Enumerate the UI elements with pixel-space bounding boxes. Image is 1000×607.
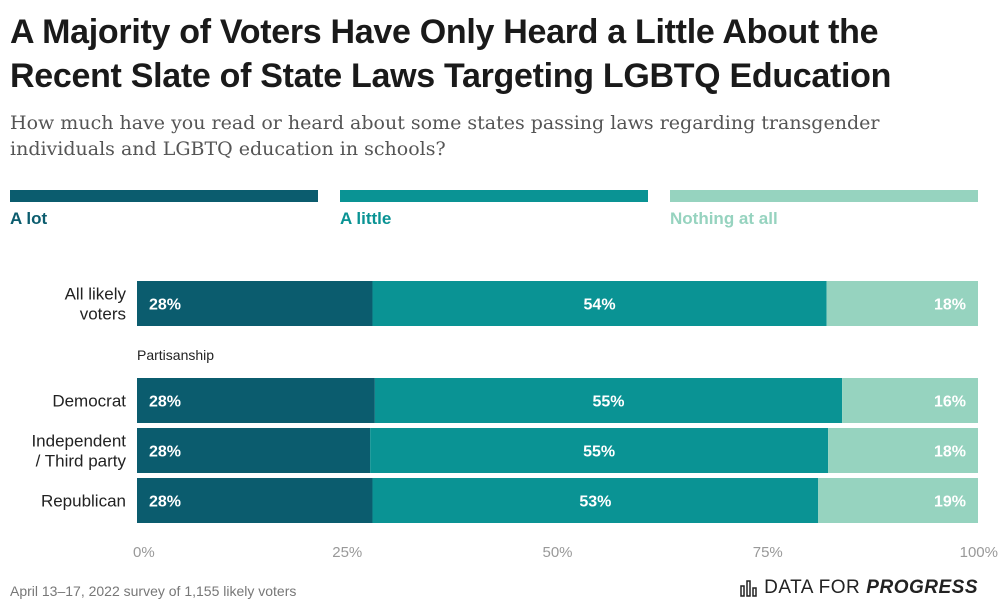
group-label-partisanship: Partisanship	[137, 347, 214, 363]
legend-item-a-little: A little	[340, 190, 648, 229]
category-label-republican: Republican	[41, 492, 126, 511]
bar-democrat-nothing-at-all	[842, 378, 978, 423]
category-label-democrat: Democrat	[52, 392, 126, 411]
legend-label-nothing: Nothing at all	[670, 209, 778, 228]
data-label-republican-a-lot: 28%	[149, 494, 181, 511]
data-label-democrat-nothing-at-all: 16%	[934, 394, 966, 411]
category-label-all-likely-voters-line-1: All likely	[65, 285, 127, 304]
chart-subtitle: How much have you read or heard about so…	[10, 112, 880, 160]
data-label-independent-third-party-a-lot: 28%	[149, 444, 181, 461]
survey-note: April 13–17, 2022 survey of 1,155 likely…	[10, 583, 297, 599]
data-label-independent-third-party-nothing-at-all: 18%	[934, 444, 966, 461]
legend-item-a-lot: A lot	[10, 190, 318, 229]
legend-swatch-a-lot	[10, 190, 318, 202]
bar-all-likely-voters-nothing-at-all	[826, 281, 978, 326]
bar-republican-a-lot	[137, 478, 373, 523]
legend: A lot A little Nothing at all	[0, 190, 1000, 230]
x-tick-label-50: 50%	[542, 544, 572, 561]
legend-label-a-little: A little	[340, 209, 392, 228]
data-label-all-likely-voters-nothing-at-all: 18%	[934, 297, 966, 314]
brand-text-data-for: DATA FOR	[764, 577, 861, 598]
data-label-republican-nothing-at-all: 19%	[934, 494, 966, 511]
x-tick-label-25: 25%	[332, 544, 362, 561]
data-label-democrat-a-little: 55%	[592, 394, 624, 411]
bar-democrat-a-little	[374, 378, 843, 423]
chart-title: A Majority of Voters Have Only Heard a L…	[10, 13, 892, 95]
category-label-all-likely-voters-line-2: voters	[80, 305, 126, 324]
bar-republican-nothing-at-all	[818, 478, 978, 523]
category-label-independent-third-party-line-1: Independent	[31, 432, 126, 451]
bar-chart-icon	[740, 580, 757, 597]
bar-independent-third-party-nothing-at-all	[828, 428, 978, 473]
bar-independent-third-party-a-lot	[137, 428, 371, 473]
brand-logo: DATA FOR PROGRESS	[740, 577, 978, 599]
legend-item-nothing: Nothing at all	[670, 190, 978, 229]
category-label-independent-third-party-line-2: / Third party	[36, 452, 127, 471]
brand-text-progress: PROGRESS	[866, 577, 978, 598]
data-label-independent-third-party-a-little: 55%	[583, 444, 615, 461]
legend-swatch-a-little	[340, 190, 648, 202]
data-label-all-likely-voters-a-little: 54%	[584, 297, 616, 314]
x-tick-label-100: 100%	[960, 544, 998, 561]
bar-republican-a-little	[372, 478, 819, 523]
bar-all-likely-voters-a-lot	[137, 281, 373, 326]
x-tick-label-0: 0%	[133, 544, 155, 561]
data-label-republican-a-little: 53%	[579, 494, 611, 511]
x-tick-label-75: 75%	[753, 544, 783, 561]
data-label-democrat-a-lot: 28%	[149, 394, 181, 411]
data-label-all-likely-voters-a-lot: 28%	[149, 297, 181, 314]
legend-label-a-lot: A lot	[10, 209, 48, 228]
bar-democrat-a-lot	[137, 378, 375, 423]
bar-all-likely-voters-a-little	[372, 281, 827, 326]
legend-swatch-nothing	[670, 190, 978, 202]
bar-independent-third-party-a-little	[370, 428, 829, 473]
